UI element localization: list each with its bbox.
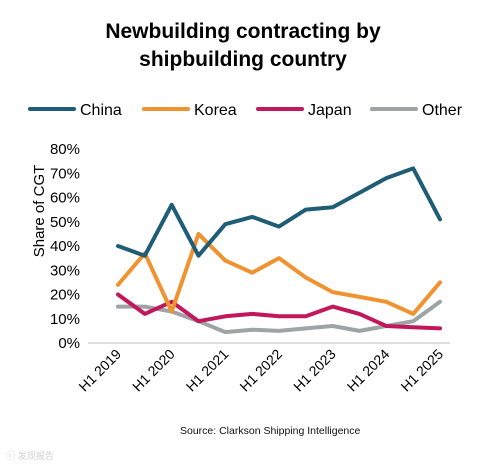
series-lines xyxy=(116,166,442,335)
y-tick-label: 30% xyxy=(50,262,80,279)
legend-label-japan: Japan xyxy=(308,102,352,119)
y-tick-label: 0% xyxy=(58,335,80,352)
chart-title-line-2: shipbuilding country xyxy=(139,48,347,71)
x-tick-label: H1 2024 xyxy=(344,346,393,395)
legend-label-china: China xyxy=(80,102,122,119)
x-tick-label: H1 2023 xyxy=(290,346,339,395)
y-axis-label: Share of CGT xyxy=(31,165,48,258)
legend-label-other: Other xyxy=(422,102,463,119)
x-axis: H1 2019 H1 2020 H1 2021 H1 2022 H1 2023 H1 20… xyxy=(75,342,450,395)
chart-title-line-1: Newbuilding contracting by xyxy=(105,20,381,43)
y-tick-label: 20% xyxy=(50,287,80,304)
y-axis: 0% 10% 20% 30% 40% 50% 60% 70% 80% xyxy=(50,141,80,352)
y-tick-label: 50% xyxy=(50,214,80,231)
x-tick-label: H1 2020 xyxy=(129,346,178,395)
legend: China Korea Japan Other xyxy=(28,102,463,119)
series-line-japan xyxy=(116,292,442,331)
y-tick-label: 40% xyxy=(50,238,80,255)
y-tick-label: 80% xyxy=(50,141,80,158)
series-line-china xyxy=(116,166,442,258)
watermark: ⓒ 发现报告 xyxy=(6,452,54,462)
x-tick-label: H1 2025 xyxy=(397,346,446,395)
y-tick-label: 60% xyxy=(50,190,80,207)
series-line-korea xyxy=(116,231,442,316)
x-tick-label: H1 2019 xyxy=(75,346,124,395)
y-tick-label: 70% xyxy=(50,165,80,182)
y-tick-label: 10% xyxy=(50,311,80,328)
chart-title: Newbuilding contracting by shipbuilding … xyxy=(0,18,486,74)
legend-label-korea: Korea xyxy=(194,102,237,119)
x-tick-label: H1 2021 xyxy=(183,346,232,395)
source-note: Source: Clarkson Shipping Intelligence xyxy=(180,425,361,437)
x-tick-label: H1 2022 xyxy=(236,346,285,395)
